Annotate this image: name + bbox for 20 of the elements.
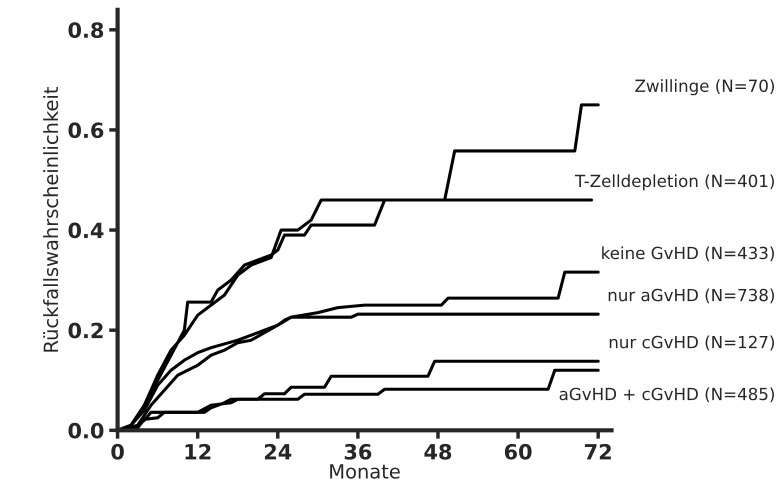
y-tick-label: 0.0 bbox=[68, 422, 104, 439]
series-label: T-Zelldepletion (N=401) bbox=[574, 174, 774, 190]
y-tick-label: 0.2 bbox=[68, 322, 103, 338]
x-tick-label: 60 bbox=[504, 444, 532, 460]
text: Zwillinge (N=70) bbox=[635, 79, 774, 96]
x-tick-label: 36 bbox=[344, 444, 372, 460]
y-axis-title: Rückfallswahrscheinlichkeit bbox=[43, 87, 58, 352]
y-tick-label: 0.6 bbox=[68, 122, 104, 138]
x-tick-label: 0 bbox=[111, 444, 124, 460]
x-tick-label: 72 bbox=[585, 444, 611, 460]
x-tick-label: 48 bbox=[424, 444, 452, 460]
series-label: keine GvHD (N=433) bbox=[602, 246, 774, 262]
x-tick-label: 24 bbox=[264, 444, 292, 460]
y-tick-label: 0.8 bbox=[68, 22, 104, 38]
series-label: nur aGvHD (N=738) bbox=[608, 288, 774, 304]
series-label: nur cGvHD (N=127) bbox=[610, 336, 774, 350]
x-axis-title: Monate bbox=[330, 464, 400, 479]
x-tick-label: 12 bbox=[186, 444, 210, 460]
y-tick-label: 0.4 bbox=[68, 222, 104, 238]
series-label: aGvHD + cGvHD (N=485) bbox=[560, 387, 774, 402]
